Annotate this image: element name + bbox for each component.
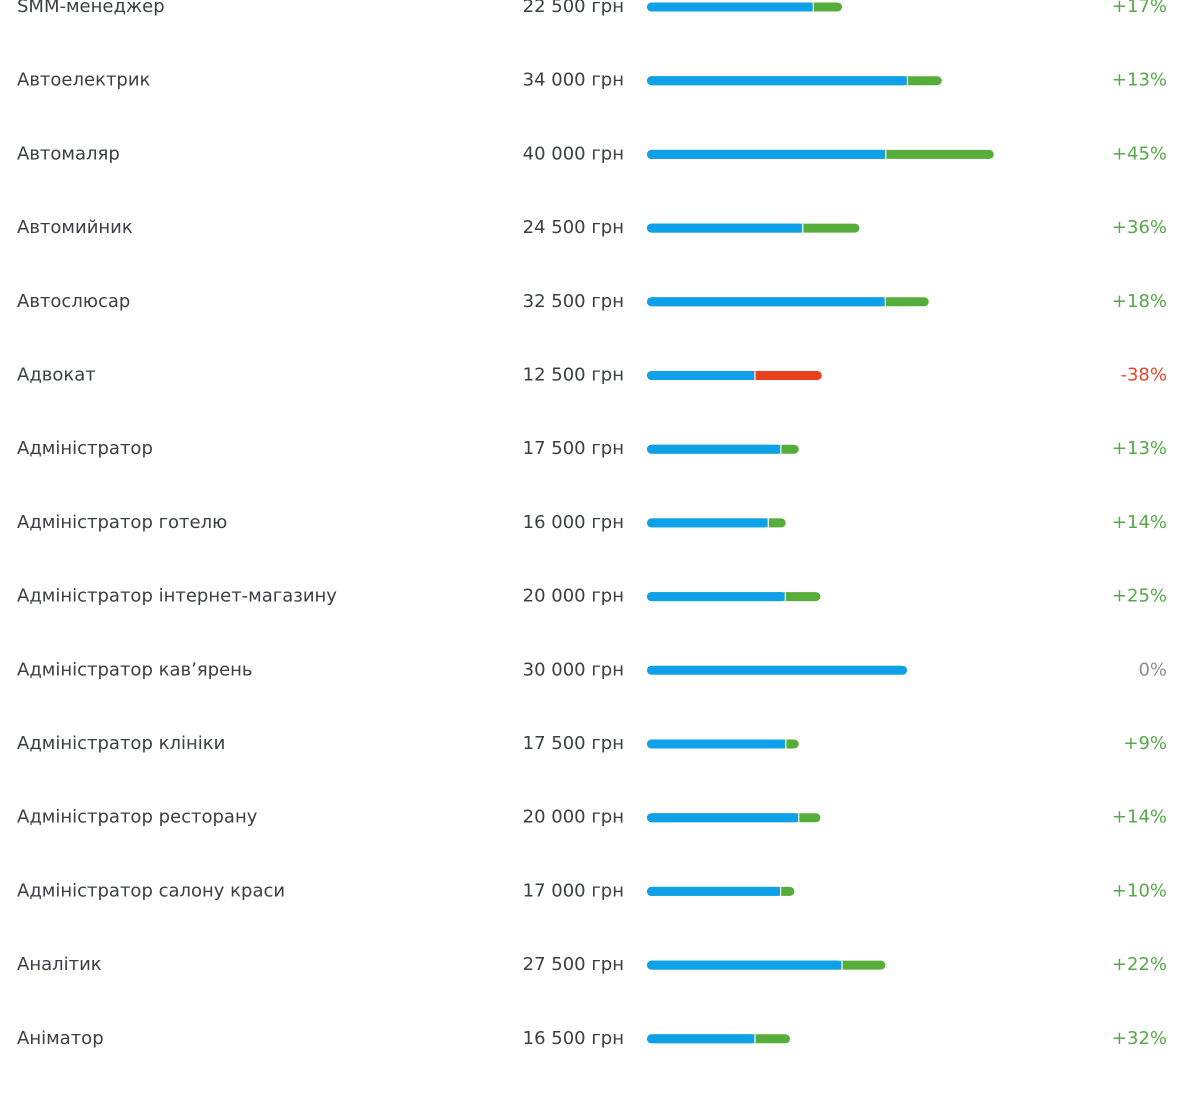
salary: 17 500 грн xyxy=(523,438,624,459)
bar-current xyxy=(647,371,756,380)
bar-gap xyxy=(754,371,756,380)
change: +32% xyxy=(1112,1028,1167,1049)
change: +25% xyxy=(1112,586,1167,607)
change: 0% xyxy=(1138,659,1167,680)
salary: 24 500 грн xyxy=(523,217,624,238)
bar-gap xyxy=(784,592,786,602)
job-name: Адміністратор xyxy=(17,438,153,459)
bar-previous xyxy=(647,592,786,602)
bar-previous xyxy=(647,739,787,749)
change: +22% xyxy=(1112,954,1167,975)
bar-gap xyxy=(906,76,909,86)
change: +18% xyxy=(1112,291,1167,312)
salary: 16 500 грн xyxy=(523,1028,624,1049)
change: +14% xyxy=(1112,512,1167,533)
change: +9% xyxy=(1123,733,1167,754)
bar-gap xyxy=(785,739,787,749)
salary: 17 500 грн xyxy=(523,733,624,754)
bar-previous xyxy=(647,960,843,970)
bar-previous xyxy=(647,223,804,233)
change: +45% xyxy=(1112,143,1167,164)
change: +17% xyxy=(1112,0,1167,17)
bar-gap xyxy=(798,813,800,823)
bar-previous xyxy=(647,886,781,896)
job-name: Адміністратор інтернет-магазину xyxy=(17,586,337,607)
bar-previous xyxy=(647,1034,756,1044)
change: +10% xyxy=(1112,880,1167,901)
bar-gap xyxy=(779,886,782,896)
salary: 17 000 грн xyxy=(523,880,624,901)
change: -38% xyxy=(1120,365,1167,386)
bar-gap xyxy=(884,297,886,307)
bar-gap xyxy=(812,2,814,12)
job-name: Автомийник xyxy=(17,217,133,238)
job-name: Адміністратор кав’ярень xyxy=(17,659,253,680)
change: +13% xyxy=(1112,438,1167,459)
bar-previous xyxy=(647,444,782,454)
job-name: Адвокат xyxy=(17,365,96,386)
salary: 27 500 грн xyxy=(523,954,624,975)
salary: 12 500 грн xyxy=(523,365,624,386)
job-name: SMM-менеджер xyxy=(17,0,165,17)
bar-previous xyxy=(647,665,908,675)
salary: 22 500 грн xyxy=(523,0,624,17)
bar-previous xyxy=(647,518,769,528)
bar-previous xyxy=(647,76,908,86)
job-name: Автомаляр xyxy=(17,143,120,164)
change: +13% xyxy=(1112,70,1167,91)
job-name: Адміністратор салону краси xyxy=(17,880,285,901)
bar-gap xyxy=(754,1034,756,1044)
bar-previous xyxy=(647,149,887,159)
salary: 40 000 грн xyxy=(523,143,624,164)
bar-previous xyxy=(647,813,800,823)
job-name: Аніматор xyxy=(17,1028,104,1049)
bar-gap xyxy=(767,518,769,528)
bar-previous xyxy=(647,297,886,307)
job-name: Адміністратор клініки xyxy=(17,733,225,754)
change: +36% xyxy=(1112,217,1167,238)
salary: 34 000 грн xyxy=(523,70,624,91)
salary: 32 500 грн xyxy=(523,291,624,312)
bar-gap xyxy=(841,960,843,970)
bar-previous xyxy=(647,2,814,12)
bar-gap xyxy=(885,149,887,159)
salary: 16 000 грн xyxy=(523,512,624,533)
bar-gap xyxy=(780,444,782,454)
job-name: Адміністратор готелю xyxy=(17,512,227,533)
salary: 30 000 грн xyxy=(523,659,624,680)
salary: 20 000 грн xyxy=(523,807,624,828)
bar-gap xyxy=(802,223,804,233)
salary: 20 000 грн xyxy=(523,586,624,607)
change: +14% xyxy=(1112,807,1167,828)
job-name: Автоелектрик xyxy=(17,70,151,91)
job-name: Автослюсар xyxy=(17,291,130,312)
job-name: Адміністратор ресторану xyxy=(17,807,258,828)
job-name: Аналітик xyxy=(17,954,102,975)
